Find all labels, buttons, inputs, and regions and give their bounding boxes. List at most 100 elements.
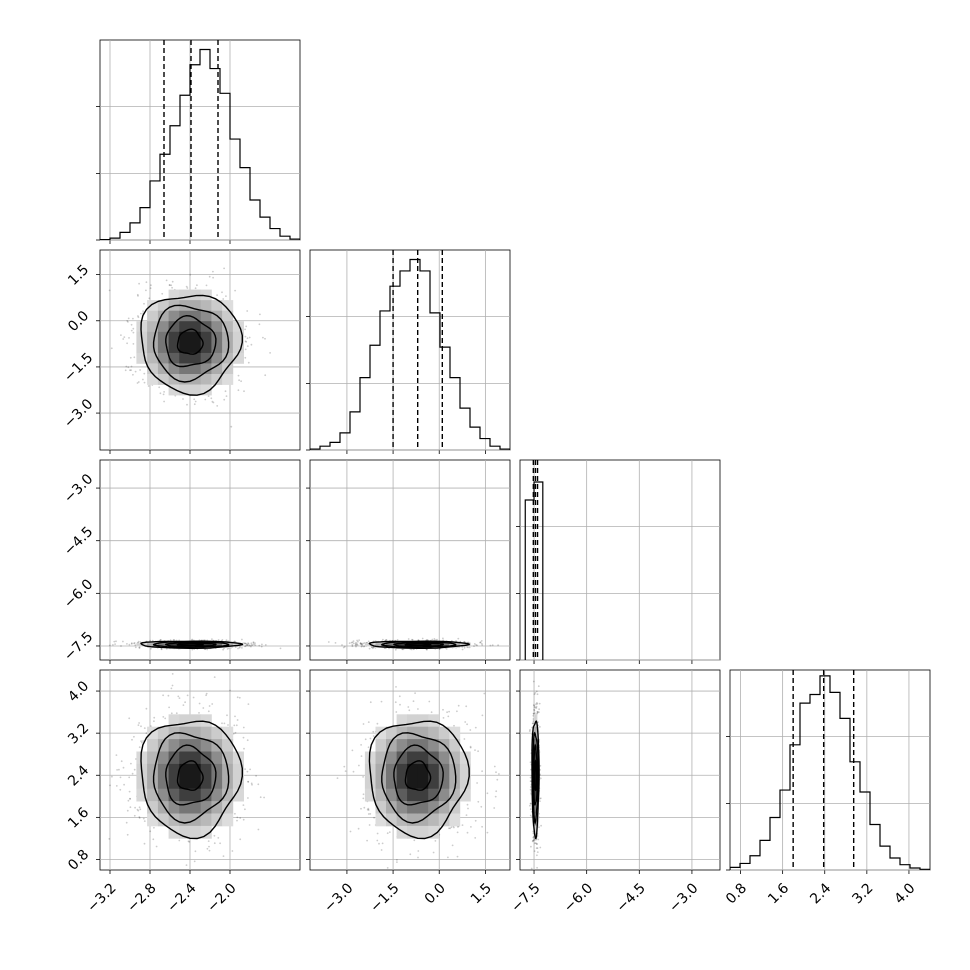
density-cell xyxy=(396,644,408,646)
sample-point xyxy=(362,723,365,725)
sample-point xyxy=(258,644,261,647)
sample-point xyxy=(369,813,372,815)
x-tick-label: 0.0 xyxy=(422,880,449,907)
sample-point xyxy=(112,644,114,646)
sample-point xyxy=(537,721,539,723)
sample-point xyxy=(534,842,536,845)
sample-point xyxy=(446,711,448,714)
density-cell xyxy=(222,310,234,322)
density-cell xyxy=(147,644,159,646)
density-cell xyxy=(396,776,408,790)
sample-point xyxy=(247,642,250,645)
sample-point xyxy=(140,725,142,728)
density-cell xyxy=(417,726,429,740)
density-cell xyxy=(168,310,180,322)
sample-point xyxy=(536,854,538,857)
sample-point xyxy=(217,837,220,839)
sample-point xyxy=(162,393,165,396)
sample-point xyxy=(108,838,111,840)
density-cell xyxy=(200,644,212,646)
sample-point xyxy=(451,844,454,847)
sample-point xyxy=(138,282,141,285)
sample-point xyxy=(535,703,537,706)
sample-point xyxy=(208,845,210,848)
density-cell xyxy=(222,751,234,765)
density-cell xyxy=(534,714,536,728)
sample-point xyxy=(539,797,542,800)
sample-point xyxy=(130,329,133,332)
sample-point xyxy=(216,405,219,407)
sample-point xyxy=(142,817,145,820)
sample-point xyxy=(413,839,416,842)
x-tick-label: −3.0 xyxy=(321,880,356,915)
sample-point xyxy=(538,826,540,829)
sample-point xyxy=(234,715,236,718)
sample-point xyxy=(456,825,459,828)
density-cell xyxy=(386,751,397,765)
density-cell xyxy=(438,788,450,802)
density-cell xyxy=(200,788,212,802)
sample-point xyxy=(244,335,247,338)
sample-point xyxy=(354,644,357,647)
sample-point xyxy=(359,642,362,644)
sample-point xyxy=(155,845,158,848)
contour-line xyxy=(393,642,445,647)
density-cell xyxy=(533,714,536,728)
sample-point xyxy=(259,313,261,316)
sample-point xyxy=(221,722,223,725)
panel-frame xyxy=(519,459,721,661)
sample-point xyxy=(534,706,537,709)
density-cell xyxy=(147,726,159,740)
sample-point xyxy=(366,808,369,811)
sample-point xyxy=(225,395,228,397)
contour-line xyxy=(393,744,444,806)
sample-point xyxy=(380,849,383,851)
sample-point xyxy=(191,638,194,641)
sample-point xyxy=(210,397,213,400)
sample-point xyxy=(244,642,247,645)
sample-point xyxy=(532,720,535,723)
sample-point xyxy=(145,289,147,292)
sample-point xyxy=(529,788,532,791)
sample-point xyxy=(120,760,123,763)
density-cell xyxy=(428,646,440,648)
sample-point xyxy=(134,370,137,373)
sample-point xyxy=(130,762,132,765)
sample-point xyxy=(417,708,419,710)
sample-point xyxy=(125,821,128,824)
density-cell xyxy=(533,801,536,814)
density-cell xyxy=(211,776,223,790)
sample-point xyxy=(161,292,164,295)
sample-point xyxy=(208,849,211,852)
sample-point xyxy=(336,777,339,779)
sample-point xyxy=(142,740,145,742)
density-cell xyxy=(459,763,471,777)
density-cell xyxy=(147,331,159,343)
sample-point xyxy=(219,842,222,845)
density-cell xyxy=(438,726,450,740)
sample-point xyxy=(357,827,360,830)
density-cell xyxy=(211,763,223,777)
density-cell xyxy=(157,374,169,385)
density-cell xyxy=(168,321,180,333)
y-tick-label: 3.2 xyxy=(65,720,92,747)
sample-point xyxy=(467,807,469,810)
sample-point xyxy=(126,809,129,812)
contour-line xyxy=(140,720,243,840)
sample-point xyxy=(145,732,148,735)
sample-point xyxy=(533,704,536,707)
density-cell xyxy=(535,726,537,740)
sample-point xyxy=(122,640,124,643)
density-cell xyxy=(386,726,397,740)
density-cell xyxy=(449,776,461,790)
sample-point xyxy=(473,645,475,647)
density-cell xyxy=(222,352,234,364)
sample-point xyxy=(168,284,171,286)
density-cell xyxy=(428,763,440,777)
density-cell xyxy=(375,644,387,646)
sample-point xyxy=(202,707,205,709)
sample-point xyxy=(535,847,538,849)
sample-point xyxy=(360,645,363,648)
density-cell xyxy=(190,352,202,364)
density-cell xyxy=(222,776,234,790)
